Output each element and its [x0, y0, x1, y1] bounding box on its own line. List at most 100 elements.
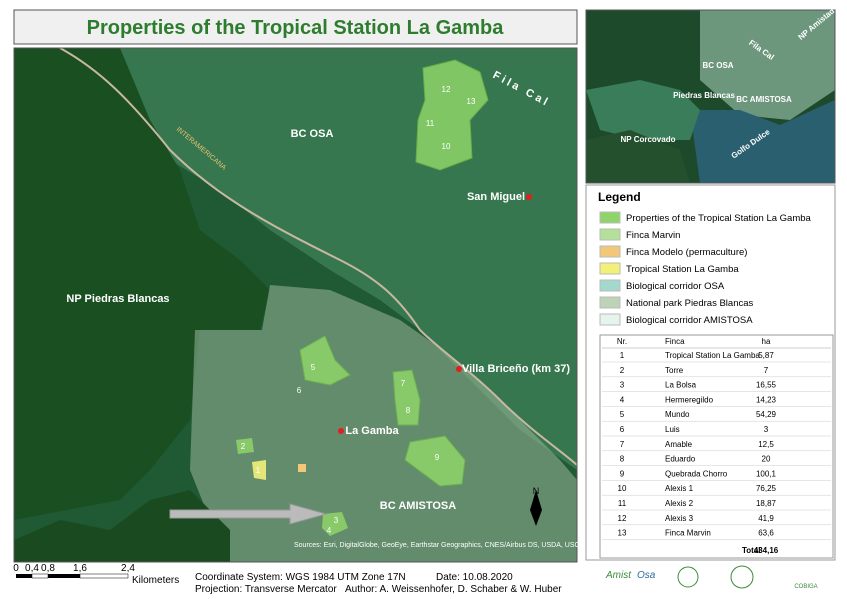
table-cell: 54,29	[756, 410, 777, 419]
scale-label: 0,8	[41, 563, 55, 574]
property-label: 10	[442, 142, 451, 151]
table-cell: 13	[618, 529, 627, 538]
property-label: 1	[256, 466, 261, 475]
table-cell: 4	[620, 395, 625, 404]
table-cell: 76,25	[756, 484, 777, 493]
table-cell: Alexis 1	[665, 484, 694, 493]
table-cell: 14,23	[756, 395, 777, 404]
legend-swatch	[599, 313, 621, 326]
legend-swatch	[599, 279, 621, 292]
title: Properties of the Tropical Station La Ga…	[87, 17, 505, 39]
property-label: 8	[406, 406, 411, 415]
property-label: 12	[442, 85, 451, 94]
scale-label: 0	[13, 563, 19, 574]
table-cell: Hermeregildo	[665, 395, 714, 404]
legend-swatch	[599, 228, 621, 241]
table-frame	[599, 334, 834, 559]
title-box	[13, 9, 578, 45]
table-cell: 100,1	[756, 469, 777, 478]
table-cell: 63,6	[758, 529, 774, 538]
property-label: 9	[435, 453, 440, 462]
inset-label: BC AMISTOSA	[736, 95, 792, 104]
logo-text: COBIGA	[794, 584, 817, 590]
place-label: La Gamba	[345, 425, 399, 437]
table-cell: Alexis 2	[665, 499, 694, 508]
table-cell: 3	[764, 425, 769, 434]
inset-label: BC OSA	[702, 61, 733, 70]
table-cell: Finca Marvin	[665, 529, 711, 538]
legend-label: Biological corridor AMISTOSA	[626, 315, 753, 326]
author: Author: A. Weissenhofer, D. Schaber & W.…	[345, 584, 562, 595]
legend-swatch	[599, 296, 621, 309]
table-cell: Torre	[665, 366, 684, 375]
property-label: 11	[426, 119, 435, 128]
table-cell: 2	[620, 366, 625, 375]
place-label: Villa Briceño (km 37)	[462, 363, 570, 375]
logo-text: Amist	[605, 570, 632, 581]
table-header: ha	[762, 337, 771, 346]
scale-label: 0,4	[25, 563, 39, 574]
table-header: Nr.	[617, 337, 627, 346]
table-cell: 7	[620, 440, 625, 449]
coordinate-system: Coordinate System: WGS 1984 UTM Zone 17N	[195, 572, 406, 583]
table-cell: 5	[620, 410, 625, 419]
place-label: BC AMISTOSA	[380, 500, 456, 512]
scale-label: 2,4	[121, 563, 135, 574]
legend-label: Finca Modelo (permaculture)	[626, 247, 747, 258]
property-label: 6	[297, 386, 302, 395]
table-cell: 5,87	[758, 351, 774, 360]
table-cell: Eduardo	[665, 455, 696, 464]
table-cell: 8	[620, 455, 625, 464]
table-cell: 9	[620, 469, 625, 478]
inset-label: Piedras Blancas	[673, 91, 735, 100]
table-cell: Amable	[665, 440, 693, 449]
table-cell: Tropical Station La Gamba	[665, 351, 760, 360]
legend-label: Biological corridor OSA	[626, 281, 725, 292]
north-label: N	[533, 486, 540, 496]
scale-bar	[16, 573, 129, 579]
legend-swatch	[599, 262, 621, 275]
legend-label: Finca Marvin	[626, 230, 680, 241]
scale-unit: Kilometers	[132, 575, 179, 586]
inset-map	[586, 10, 835, 183]
projection: Projection: Transverse Mercator	[195, 584, 337, 595]
table-cell: La Bolsa	[665, 381, 697, 390]
table-total-value: 434,16	[754, 546, 779, 555]
table-cell: 41,9	[758, 514, 774, 523]
legend-label: National park Piedras Blancas	[626, 298, 754, 309]
legend-title: Legend	[598, 190, 641, 204]
table-cell: 7	[764, 366, 769, 375]
attribution: Sources: Esri, DigitalGlobe, GeoEye, Ear…	[294, 542, 733, 549]
property-label: 2	[241, 442, 246, 451]
place-label: NP Piedras Blancas	[66, 293, 169, 305]
table-cell: 16,55	[756, 381, 777, 390]
map	[14, 48, 577, 562]
place-label: San Miguel	[467, 191, 525, 203]
table-cell: 20	[762, 455, 771, 464]
north-arrow	[530, 490, 542, 526]
table-cell: 6	[620, 425, 625, 434]
table-cell: Alexis 3	[665, 514, 694, 523]
table-cell: 1	[620, 351, 625, 360]
table-cell: Luis	[665, 425, 680, 434]
table-cell: Mundo	[665, 410, 690, 419]
property-label: 13	[467, 97, 476, 106]
legend-label: Properties of the Tropical Station La Ga…	[626, 213, 812, 224]
legend-label: Tropical Station La Gamba	[626, 264, 739, 275]
logo	[730, 565, 754, 589]
property-label: 3	[334, 516, 339, 525]
date: Date: 10.08.2020	[436, 572, 513, 583]
table-cell: 10	[618, 484, 627, 493]
table-header: Finca	[665, 337, 685, 346]
table-total-label: Total	[742, 546, 761, 555]
table-cell: 12,5	[758, 440, 774, 449]
legend-swatch	[599, 245, 621, 258]
table-cell: 11	[618, 499, 627, 508]
legend-box	[585, 184, 836, 561]
inset-label: NP Corcovado	[621, 135, 676, 144]
table-cell: 12	[618, 514, 627, 523]
inset-frame	[585, 9, 836, 184]
table-cell: 18,87	[756, 499, 777, 508]
logo-text: Osa	[637, 570, 656, 581]
